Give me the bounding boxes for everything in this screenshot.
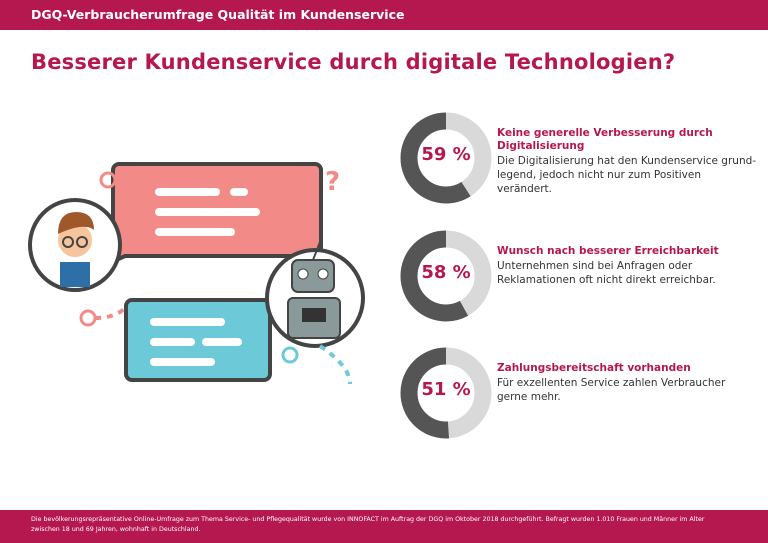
donut-value-arc — [400, 112, 492, 204]
footer-note: Die bevölkerungsrepräsentative Online-Um… — [31, 516, 705, 533]
header-bar: DGQ-Verbraucherumfrage Qualität im Kunde… — [0, 0, 768, 30]
speech-bubble-icon — [97, 162, 323, 271]
donut-chart — [400, 347, 492, 439]
donut-chart — [400, 112, 492, 204]
page-title: Besserer Kundenservice durch digitale Te… — [31, 50, 676, 74]
question-mark-icon: ? — [325, 167, 340, 197]
donut-chart — [400, 230, 492, 322]
footer-bar: Die bevölkerungsrepräsentative Online-Um… — [0, 510, 768, 543]
person-avatar-icon — [28, 198, 122, 292]
stat-text: Für exzellenten Service zahlen Verbrauch… — [497, 377, 726, 403]
stat-item: 58 % Wunsch nach besserer Erreichbarkeit… — [400, 228, 760, 324]
stat-percent: 59 % — [421, 144, 471, 165]
donut-value-arc — [400, 347, 492, 439]
robot-avatar-icon — [265, 241, 365, 348]
stat-percent: 51 % — [421, 379, 471, 400]
stat-text: Unternehmen sind bei Anfragen oder Rekla… — [497, 260, 716, 286]
stat-heading: Wunsch nach besserer Erreichbarkeit — [497, 245, 719, 257]
svg-text:?: ? — [325, 167, 340, 197]
stat-percent: 58 % — [421, 262, 471, 283]
stat-item: 51 % Zahlungsbereitschaft vorhanden Für … — [400, 345, 760, 441]
stat-heading: Zahlungsbereitschaft vorhanden — [497, 362, 691, 374]
illustration: ? — [28, 162, 365, 385]
stat-item: 59 % Keine generelle Verbesserung durch … — [400, 110, 760, 206]
stat-heading: Keine generelle Verbesserung durch Digit… — [497, 127, 713, 152]
speech-bubble-icon — [124, 298, 272, 382]
donut-value-arc — [400, 230, 492, 322]
header-title: DGQ-Verbraucherumfrage Qualität im Kunde… — [31, 7, 405, 22]
stat-text: Die Digitalisierung hat den Kundenservic… — [497, 155, 757, 195]
